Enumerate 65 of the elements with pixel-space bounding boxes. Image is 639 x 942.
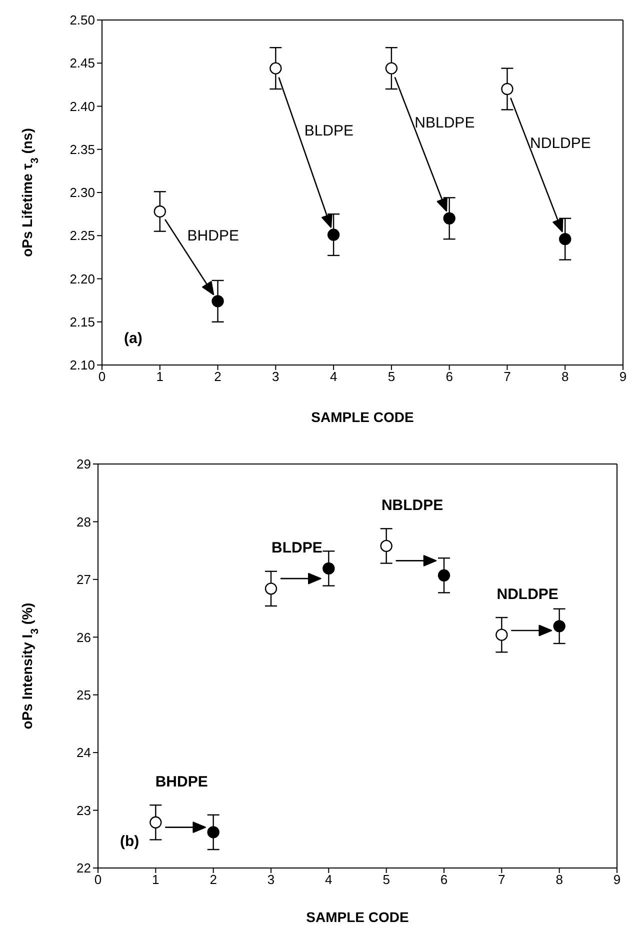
annotation: BHDPE [187,227,239,244]
annotation: BLDPE [304,122,354,140]
x-tick-label: 1 [156,369,164,384]
y-tick-label: 2.45 [70,56,95,71]
point [212,295,224,308]
x-tick-label: 2 [210,872,217,888]
x-tick-label: 5 [382,872,390,888]
y-tick-label: 25 [76,687,91,702]
y-tick-label: 22 [76,860,91,876]
x-tick-label: 4 [325,872,332,888]
point [270,62,282,74]
point [438,569,450,582]
y-tick-label: 2.30 [70,185,95,200]
y-tick-label: 2.20 [70,271,95,286]
y-tick-label: 26 [76,630,91,645]
annotation: (b) [120,833,140,850]
x-tick-label: 3 [272,369,280,384]
x-tick-label: 3 [267,872,275,888]
x-tick-label: 5 [388,369,396,384]
point [501,82,514,96]
point [154,205,166,218]
x-axis-title: SAMPLE CODE [306,909,409,925]
point [380,540,392,552]
annotation: NBLDPE [414,114,475,132]
y-tick-label: 2.40 [70,98,95,114]
y-tick-label: 23 [76,802,91,818]
x-tick-label: 2 [214,369,222,384]
point [327,228,340,241]
x-tick-label: 1 [152,872,160,888]
point [264,582,278,595]
x-tick-label: 4 [330,369,338,384]
point [322,562,335,575]
x-tick-label: 9 [619,369,627,384]
point [150,816,162,829]
point [559,232,572,246]
annotation: NDLDPE [496,586,558,603]
annotation: BHDPE [155,773,208,790]
x-tick-label: 0 [98,369,106,384]
point [207,826,220,838]
y-tick-label: 2.15 [70,314,95,330]
x-tick-label: 8 [556,872,563,888]
y-tick-label: 24 [76,745,91,760]
x-tick-label: 7 [498,872,506,888]
point [385,62,398,74]
annotation: NDLDPE [530,135,591,152]
y-tick-label: 29 [76,456,91,472]
annotation: BLDPE [272,540,322,557]
y-tick-label: 2.35 [70,142,95,157]
x-tick-label: 7 [504,369,511,384]
x-tick-label: 0 [94,872,102,888]
point [553,620,566,632]
x-tick-label: 8 [561,369,569,384]
x-axis-title: SAMPLE CODE [311,409,414,425]
x-tick-label: 6 [440,872,448,888]
y-tick-label: 2.25 [70,228,95,244]
x-tick-label: 9 [613,872,621,888]
y-tick-label: 28 [76,514,91,530]
y-tick-label: 27 [76,572,91,588]
annotation: NBLDPE [381,496,444,514]
y-tick-label: 2.50 [70,12,95,28]
x-tick-label: 6 [446,369,453,384]
point [496,628,508,641]
point [443,212,456,224]
annotation: (a) [124,330,142,347]
y-tick-label: 2.10 [70,358,95,373]
